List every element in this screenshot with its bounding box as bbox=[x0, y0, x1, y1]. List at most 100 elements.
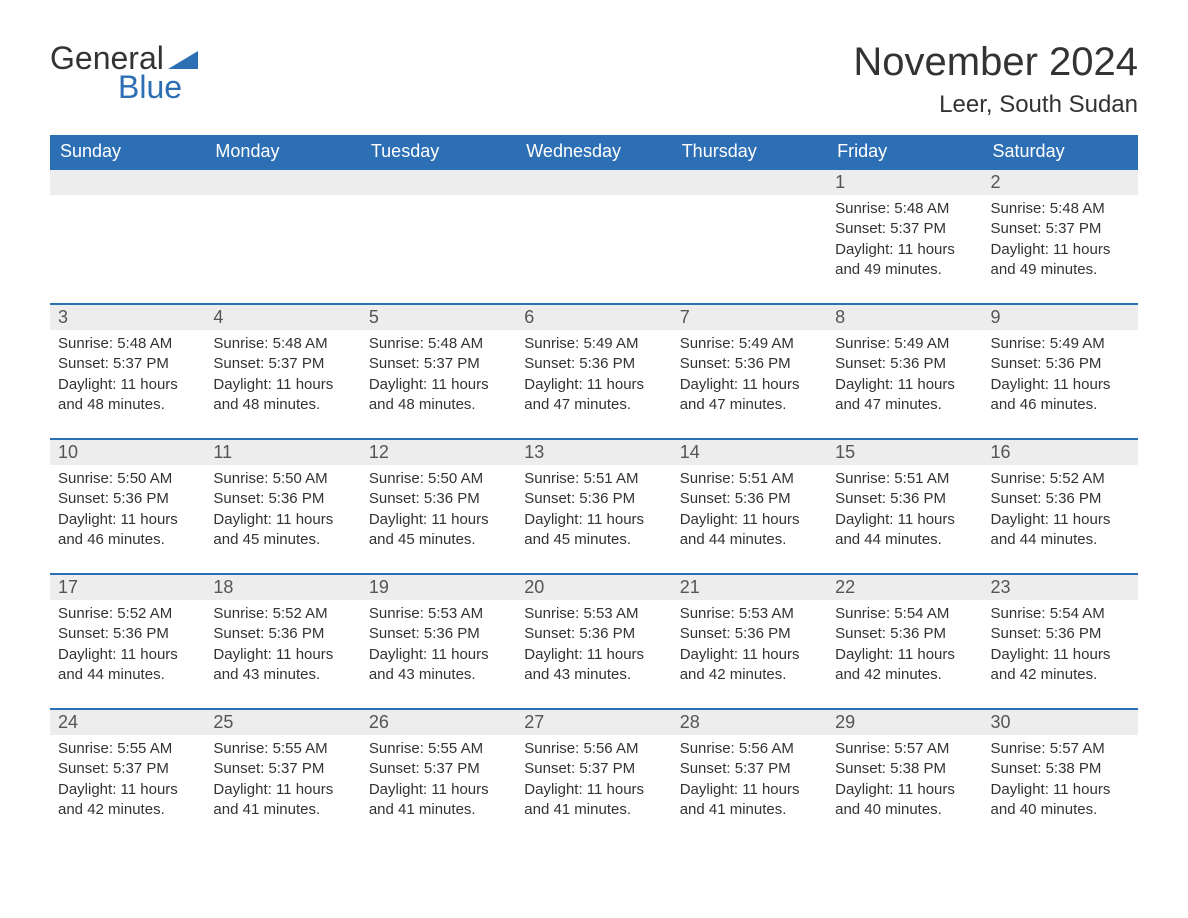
daylight-text: Daylight: 11 hours and 42 minutes. bbox=[835, 645, 974, 686]
day-cell: 16Sunrise: 5:52 AMSunset: 5:36 PMDayligh… bbox=[983, 439, 1138, 574]
daylight-text: Daylight: 11 hours and 40 minutes. bbox=[991, 780, 1130, 821]
page-title: November 2024 bbox=[853, 40, 1138, 85]
sunset-text: Sunset: 5:37 PM bbox=[369, 354, 508, 374]
week-row: 10Sunrise: 5:50 AMSunset: 5:36 PMDayligh… bbox=[50, 439, 1138, 574]
sunrise-text: Sunrise: 5:49 AM bbox=[991, 334, 1130, 354]
day-data: Sunrise: 5:48 AMSunset: 5:37 PMDaylight:… bbox=[361, 330, 516, 438]
daylight-text: Daylight: 11 hours and 43 minutes. bbox=[213, 645, 352, 686]
sunset-text: Sunset: 5:36 PM bbox=[835, 354, 974, 374]
dow-wed: Wednesday bbox=[516, 135, 671, 169]
daylight-text: Daylight: 11 hours and 42 minutes. bbox=[991, 645, 1130, 686]
sunrise-text: Sunrise: 5:51 AM bbox=[680, 469, 819, 489]
sunset-text: Sunset: 5:37 PM bbox=[991, 219, 1130, 239]
day-number: 5 bbox=[361, 305, 516, 330]
day-number: 2 bbox=[983, 170, 1138, 195]
daylight-text: Daylight: 11 hours and 45 minutes. bbox=[213, 510, 352, 551]
sunset-text: Sunset: 5:36 PM bbox=[991, 489, 1130, 509]
sunset-text: Sunset: 5:36 PM bbox=[680, 354, 819, 374]
day-data: Sunrise: 5:52 AMSunset: 5:36 PMDaylight:… bbox=[50, 600, 205, 708]
day-number: 11 bbox=[205, 440, 360, 465]
sunset-text: Sunset: 5:36 PM bbox=[680, 489, 819, 509]
day-data: Sunrise: 5:49 AMSunset: 5:36 PMDaylight:… bbox=[516, 330, 671, 438]
sunrise-text: Sunrise: 5:55 AM bbox=[369, 739, 508, 759]
day-data: Sunrise: 5:53 AMSunset: 5:36 PMDaylight:… bbox=[361, 600, 516, 708]
daylight-text: Daylight: 11 hours and 42 minutes. bbox=[58, 780, 197, 821]
sunrise-text: Sunrise: 5:52 AM bbox=[213, 604, 352, 624]
day-cell: 21Sunrise: 5:53 AMSunset: 5:36 PMDayligh… bbox=[672, 574, 827, 709]
daylight-text: Daylight: 11 hours and 48 minutes. bbox=[369, 375, 508, 416]
daylight-text: Daylight: 11 hours and 46 minutes. bbox=[991, 375, 1130, 416]
sunset-text: Sunset: 5:36 PM bbox=[835, 624, 974, 644]
sunrise-text: Sunrise: 5:51 AM bbox=[835, 469, 974, 489]
day-number bbox=[672, 170, 827, 195]
sunrise-text: Sunrise: 5:48 AM bbox=[213, 334, 352, 354]
week-row: 3Sunrise: 5:48 AMSunset: 5:37 PMDaylight… bbox=[50, 304, 1138, 439]
sunset-text: Sunset: 5:36 PM bbox=[991, 624, 1130, 644]
day-cell bbox=[516, 169, 671, 304]
day-number bbox=[361, 170, 516, 195]
sunset-text: Sunset: 5:36 PM bbox=[213, 624, 352, 644]
dow-thu: Thursday bbox=[672, 135, 827, 169]
day-number: 1 bbox=[827, 170, 982, 195]
day-data: Sunrise: 5:53 AMSunset: 5:36 PMDaylight:… bbox=[516, 600, 671, 708]
day-cell: 26Sunrise: 5:55 AMSunset: 5:37 PMDayligh… bbox=[361, 709, 516, 843]
day-cell: 7Sunrise: 5:49 AMSunset: 5:36 PMDaylight… bbox=[672, 304, 827, 439]
day-cell: 17Sunrise: 5:52 AMSunset: 5:36 PMDayligh… bbox=[50, 574, 205, 709]
sunset-text: Sunset: 5:37 PM bbox=[524, 759, 663, 779]
day-number bbox=[205, 170, 360, 195]
day-number: 21 bbox=[672, 575, 827, 600]
day-data: Sunrise: 5:57 AMSunset: 5:38 PMDaylight:… bbox=[983, 735, 1138, 843]
day-cell: 15Sunrise: 5:51 AMSunset: 5:36 PMDayligh… bbox=[827, 439, 982, 574]
sunset-text: Sunset: 5:36 PM bbox=[680, 624, 819, 644]
day-data bbox=[672, 195, 827, 303]
day-number: 17 bbox=[50, 575, 205, 600]
day-data: Sunrise: 5:54 AMSunset: 5:36 PMDaylight:… bbox=[983, 600, 1138, 708]
dow-tue: Tuesday bbox=[361, 135, 516, 169]
day-number: 27 bbox=[516, 710, 671, 735]
day-cell: 10Sunrise: 5:50 AMSunset: 5:36 PMDayligh… bbox=[50, 439, 205, 574]
sunrise-text: Sunrise: 5:56 AM bbox=[524, 739, 663, 759]
sunset-text: Sunset: 5:36 PM bbox=[369, 489, 508, 509]
sunrise-text: Sunrise: 5:53 AM bbox=[524, 604, 663, 624]
day-cell: 9Sunrise: 5:49 AMSunset: 5:36 PMDaylight… bbox=[983, 304, 1138, 439]
calendar-body: 1Sunrise: 5:48 AMSunset: 5:37 PMDaylight… bbox=[50, 169, 1138, 843]
day-data: Sunrise: 5:57 AMSunset: 5:38 PMDaylight:… bbox=[827, 735, 982, 843]
day-data bbox=[50, 195, 205, 303]
sunset-text: Sunset: 5:38 PM bbox=[835, 759, 974, 779]
day-data bbox=[205, 195, 360, 303]
day-data: Sunrise: 5:51 AMSunset: 5:36 PMDaylight:… bbox=[672, 465, 827, 573]
header: General Blue November 2024 Leer, South S… bbox=[50, 40, 1138, 119]
day-cell: 29Sunrise: 5:57 AMSunset: 5:38 PMDayligh… bbox=[827, 709, 982, 843]
daylight-text: Daylight: 11 hours and 44 minutes. bbox=[991, 510, 1130, 551]
day-data: Sunrise: 5:49 AMSunset: 5:36 PMDaylight:… bbox=[983, 330, 1138, 438]
day-cell: 22Sunrise: 5:54 AMSunset: 5:36 PMDayligh… bbox=[827, 574, 982, 709]
sunrise-text: Sunrise: 5:50 AM bbox=[369, 469, 508, 489]
sunrise-text: Sunrise: 5:55 AM bbox=[58, 739, 197, 759]
day-data: Sunrise: 5:55 AMSunset: 5:37 PMDaylight:… bbox=[205, 735, 360, 843]
location-label: Leer, South Sudan bbox=[853, 91, 1138, 119]
day-number: 19 bbox=[361, 575, 516, 600]
day-cell: 14Sunrise: 5:51 AMSunset: 5:36 PMDayligh… bbox=[672, 439, 827, 574]
day-number: 29 bbox=[827, 710, 982, 735]
calendar-table: Sunday Monday Tuesday Wednesday Thursday… bbox=[50, 135, 1138, 843]
day-cell bbox=[50, 169, 205, 304]
day-number bbox=[516, 170, 671, 195]
day-cell: 6Sunrise: 5:49 AMSunset: 5:36 PMDaylight… bbox=[516, 304, 671, 439]
day-cell: 5Sunrise: 5:48 AMSunset: 5:37 PMDaylight… bbox=[361, 304, 516, 439]
day-data: Sunrise: 5:49 AMSunset: 5:36 PMDaylight:… bbox=[672, 330, 827, 438]
logo-text-blue: Blue bbox=[118, 69, 182, 106]
dow-fri: Friday bbox=[827, 135, 982, 169]
sunrise-text: Sunrise: 5:49 AM bbox=[680, 334, 819, 354]
day-cell: 25Sunrise: 5:55 AMSunset: 5:37 PMDayligh… bbox=[205, 709, 360, 843]
day-cell: 24Sunrise: 5:55 AMSunset: 5:37 PMDayligh… bbox=[50, 709, 205, 843]
day-cell bbox=[361, 169, 516, 304]
daylight-text: Daylight: 11 hours and 40 minutes. bbox=[835, 780, 974, 821]
sunset-text: Sunset: 5:37 PM bbox=[58, 354, 197, 374]
sunset-text: Sunset: 5:36 PM bbox=[58, 624, 197, 644]
sunrise-text: Sunrise: 5:54 AM bbox=[835, 604, 974, 624]
sunset-text: Sunset: 5:36 PM bbox=[835, 489, 974, 509]
sunset-text: Sunset: 5:37 PM bbox=[213, 354, 352, 374]
daylight-text: Daylight: 11 hours and 49 minutes. bbox=[991, 240, 1130, 281]
day-number: 26 bbox=[361, 710, 516, 735]
sunset-text: Sunset: 5:36 PM bbox=[991, 354, 1130, 374]
